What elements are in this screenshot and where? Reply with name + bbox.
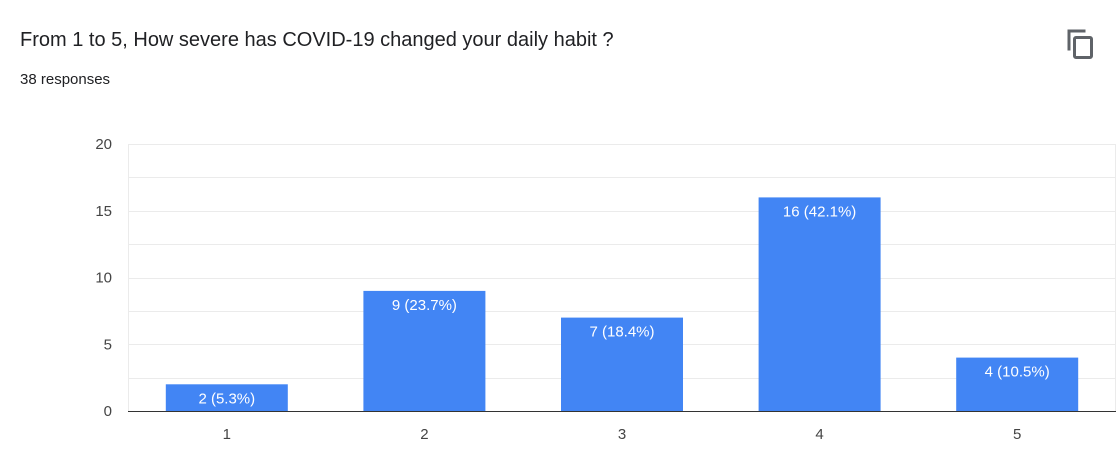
question-title: From 1 to 5, How severe has COVID-19 cha… bbox=[20, 29, 614, 51]
bar-data-label: 4 (10.5%) bbox=[985, 364, 1050, 381]
bar bbox=[758, 197, 881, 411]
x-tick-label: 2 bbox=[420, 426, 428, 443]
bar bbox=[956, 357, 1079, 411]
bar-data-label: 16 (42.1%) bbox=[783, 203, 856, 220]
y-tick-label: 20 bbox=[95, 136, 112, 153]
x-tick-label: 3 bbox=[618, 426, 626, 443]
x-tick-label: 4 bbox=[815, 426, 823, 443]
bar bbox=[561, 317, 683, 411]
copy-chart-button[interactable] bbox=[1060, 24, 1100, 64]
y-tick-label: 10 bbox=[95, 270, 112, 287]
bar-data-label: 9 (23.7%) bbox=[392, 297, 457, 314]
copy-chart-icon bbox=[1067, 29, 1093, 59]
x-tick-label: 1 bbox=[223, 426, 231, 443]
bar-data-label: 2 (5.3%) bbox=[198, 390, 255, 407]
x-tick-label: 5 bbox=[1013, 426, 1021, 443]
bar-data-label: 7 (18.4%) bbox=[589, 324, 654, 341]
bar bbox=[363, 290, 486, 411]
y-tick-label: 0 bbox=[104, 403, 112, 420]
response-count: 38 responses bbox=[20, 71, 111, 88]
bar bbox=[165, 384, 288, 411]
y-tick-label: 5 bbox=[104, 336, 112, 353]
y-tick-label: 15 bbox=[95, 203, 112, 220]
